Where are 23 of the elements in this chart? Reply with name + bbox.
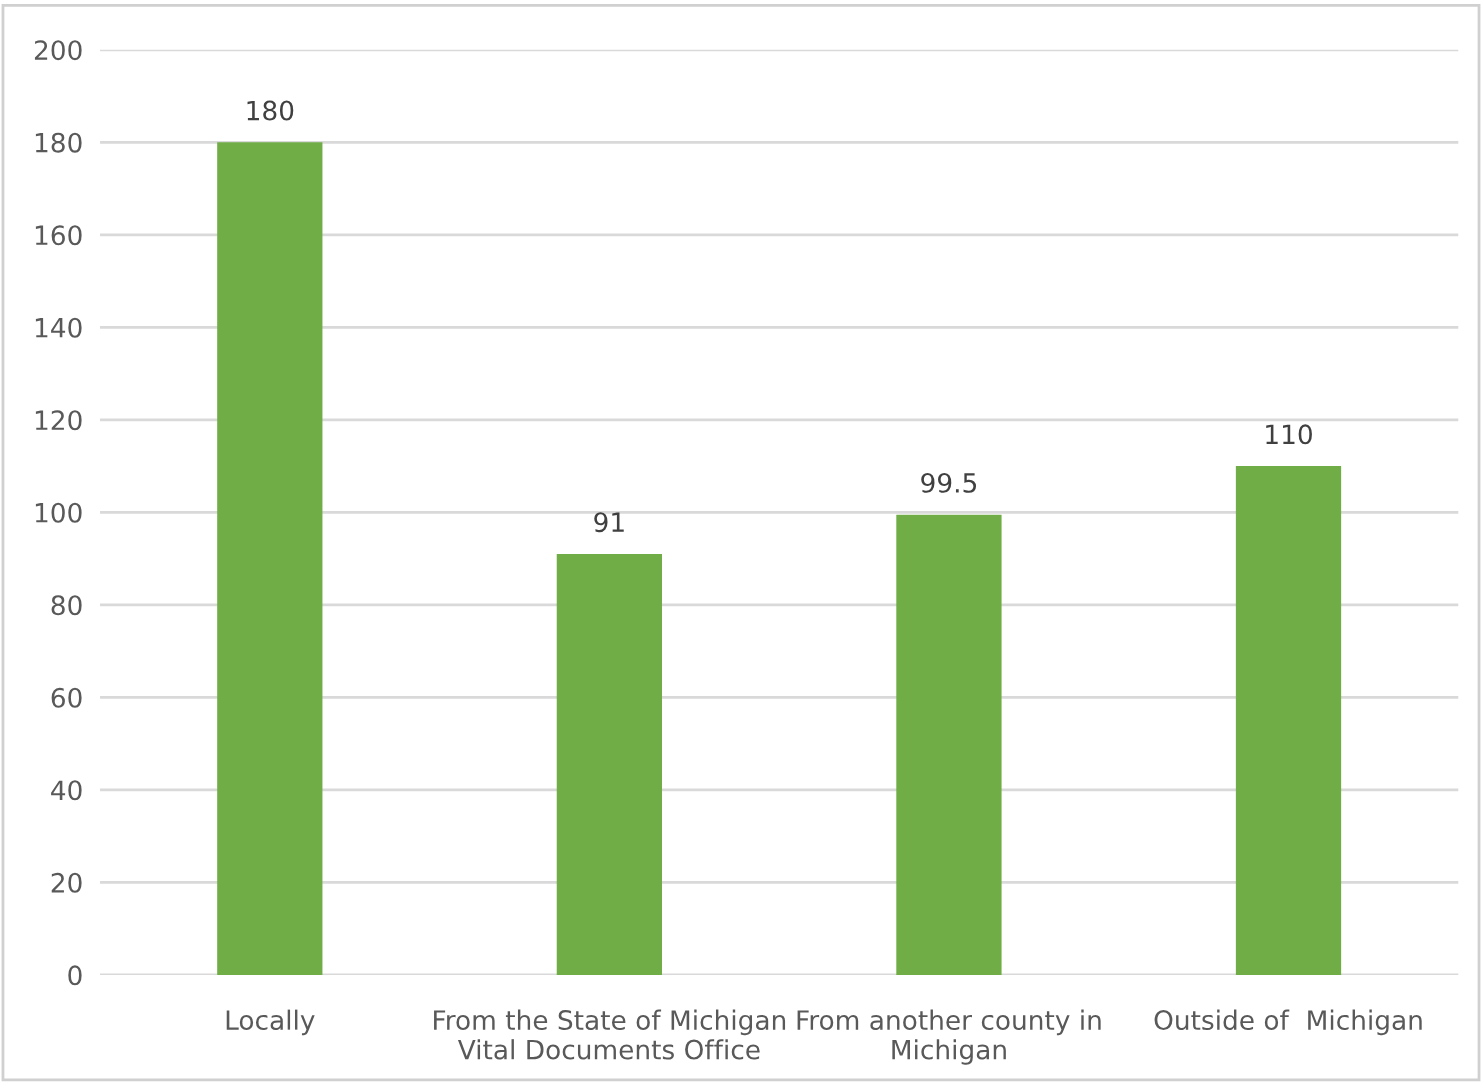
x-tick-label: Locally (226, 1009, 315, 1036)
data-label: 99.5 (921, 472, 977, 493)
x-tick-label: From another county in Michigan (797, 1009, 1101, 1065)
bar (556, 553, 663, 975)
bar (1235, 466, 1342, 975)
y-tick-label: 200 (34, 40, 82, 61)
y-tick-label: 160 (35, 225, 82, 246)
y-tick-label: 80 (51, 595, 82, 616)
y-tick-label: 120 (35, 410, 82, 431)
data-label: 91 (594, 512, 624, 533)
data-label: 180 (247, 100, 294, 121)
y-tick-label: 60 (51, 687, 82, 708)
x-tick-label: Outside of Michigan (1154, 1009, 1422, 1036)
y-tick-label: 0 (68, 965, 82, 986)
x-tick-label: From the State of Michigan Vital Documents Office (434, 1009, 786, 1060)
data-label: 110 (1266, 424, 1312, 445)
bar (896, 514, 1002, 975)
y-tick-label: 100 (35, 502, 82, 523)
y-tick-label: 140 (35, 317, 82, 338)
y-tick-label: 20 (51, 872, 82, 893)
y-tick-label: 40 (51, 780, 82, 801)
y-tick-label: 180 (35, 132, 82, 153)
bar (217, 142, 323, 975)
